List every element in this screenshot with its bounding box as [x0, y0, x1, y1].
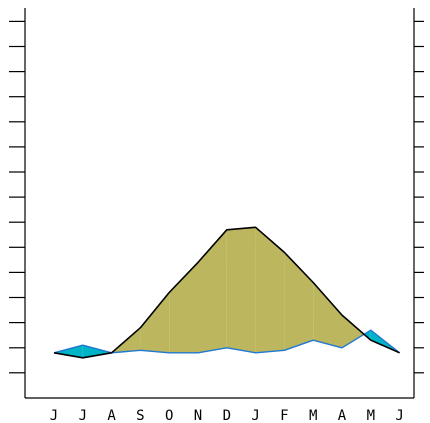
- fill-region: [227, 227, 256, 352]
- x-tick-label: O: [165, 408, 173, 423]
- x-tick-label: S: [136, 408, 144, 423]
- x-tick-label: J: [79, 408, 87, 423]
- x-tick-label: D: [223, 408, 231, 423]
- x-tick-label: J: [251, 408, 259, 423]
- x-tick-label: N: [194, 408, 202, 423]
- x-tick-label: A: [107, 408, 116, 423]
- fill-region: [256, 227, 285, 352]
- x-tick-label: F: [280, 408, 288, 423]
- fill-region: [198, 230, 227, 353]
- x-tick-label: J: [395, 408, 403, 423]
- fill-region: [169, 262, 198, 352]
- fill-region: [313, 283, 342, 348]
- fill-regions: [54, 227, 400, 357]
- x-tick-label: M: [367, 408, 375, 423]
- x-tick-label: M: [309, 408, 317, 423]
- x-tick-label: J: [50, 408, 58, 423]
- x-tick-label: A: [338, 408, 347, 423]
